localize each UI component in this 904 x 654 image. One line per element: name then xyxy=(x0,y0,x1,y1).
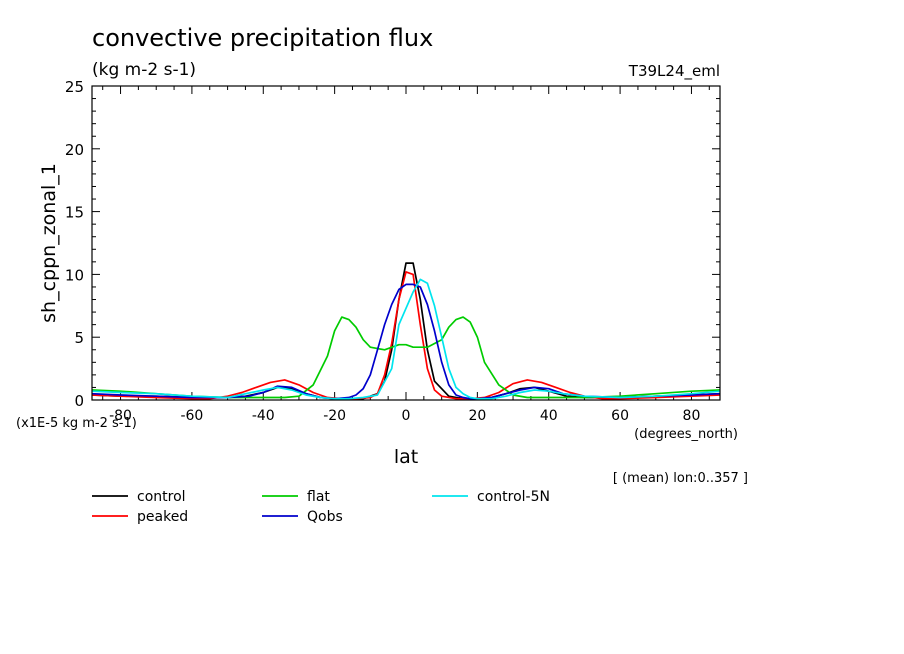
x-tick-label: 80 xyxy=(683,408,701,424)
legend-label-flat: flat xyxy=(307,489,330,505)
x-tick-label: -20 xyxy=(323,408,346,424)
series-line-qobs xyxy=(91,283,721,400)
series-line-peaked xyxy=(91,271,721,400)
units-label: (kg m-2 s-1) xyxy=(92,60,196,80)
y-tick-label: 10 xyxy=(65,266,84,284)
series-line-control xyxy=(91,262,721,400)
footer-note: [ (mean) lon:0..357 ] xyxy=(613,471,748,486)
x-tick-label: 40 xyxy=(540,408,558,424)
y-axis-label: sh_cppn_zonal_1 xyxy=(38,163,60,323)
axis-ticks xyxy=(92,85,720,401)
y-tick-label: 0 xyxy=(74,392,84,410)
legend-label-control5n: control-5N xyxy=(477,489,550,505)
legend-label-control: control xyxy=(137,489,186,505)
x-tick-labels: -80 -60 -40 -20 0 20 40 60 80 xyxy=(109,408,700,424)
y-tick-label: 25 xyxy=(65,78,84,96)
x-units-label: (degrees_north) xyxy=(634,427,738,442)
y-tick-label: 20 xyxy=(65,141,84,159)
series-lines xyxy=(91,262,721,400)
series-line-control5n xyxy=(91,278,721,400)
legend-label-qobs: Qobs xyxy=(307,509,343,525)
x-tick-label: 20 xyxy=(468,408,486,424)
x-tick-label: -40 xyxy=(252,408,275,424)
y-tick-label: 15 xyxy=(65,204,84,222)
y-tick-label: 5 xyxy=(74,329,84,347)
x-tick-label: -60 xyxy=(180,408,203,424)
chart-title: convective precipitation flux xyxy=(92,24,433,52)
experiment-label: T39L24_eml xyxy=(628,62,720,81)
x-tick-label: -80 xyxy=(109,408,132,424)
legend: control peaked flat Qobs control-5N xyxy=(92,489,550,525)
series-line-flat xyxy=(91,316,721,399)
plot-frame xyxy=(91,85,721,401)
x-tick-label: 0 xyxy=(402,408,411,424)
legend-label-peaked: peaked xyxy=(137,509,188,525)
scale-note: (x1E-5 kg m-2 s-1) xyxy=(16,416,137,431)
x-tick-label: 60 xyxy=(611,408,629,424)
y-tick-labels: 0 5 10 15 20 25 xyxy=(65,78,84,410)
x-axis-label: lat xyxy=(394,446,418,468)
